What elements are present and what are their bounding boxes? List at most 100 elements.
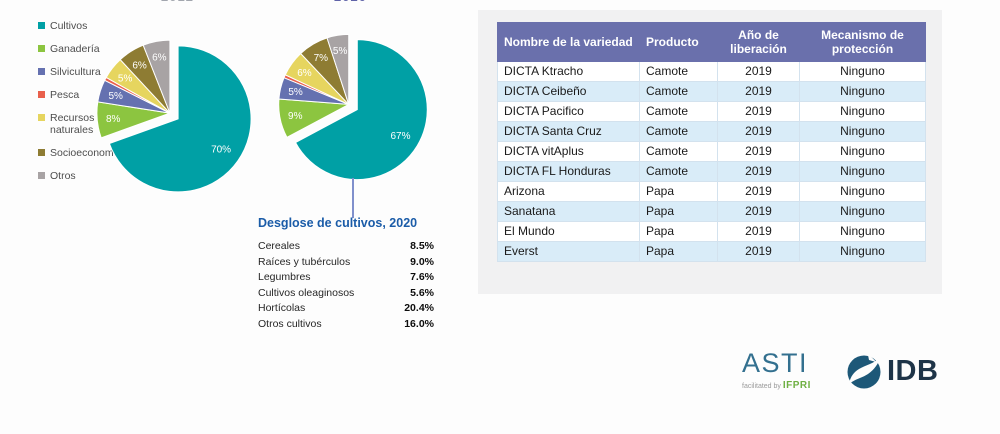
table-header-cell: Nombre de la variedad xyxy=(497,22,640,62)
breakdown-rows: Cereales 8.5% Raíces y tubérculos 9.0% Legum… xyxy=(258,239,434,332)
asti-wordmark: ASTI xyxy=(742,348,809,378)
legend-item: Pesca xyxy=(38,89,124,101)
table-cell: Ninguno xyxy=(799,81,926,102)
crops-breakdown: Desglose de cultivos, 2020 Cereales 8.5% R… xyxy=(258,216,434,332)
table-cell: Camote xyxy=(639,101,718,122)
table-cell: DICTA vitAplus xyxy=(497,141,640,162)
breakdown-row: Hortícolas 20.4% xyxy=(258,301,434,317)
asti-facilitated-label: facilitated by xyxy=(742,383,781,390)
breakdown-label: Cereales xyxy=(258,240,301,252)
breakdown-value: 8.5% xyxy=(410,240,434,252)
legend-item: Ganadería xyxy=(38,43,124,55)
table-row: DICTA vitAplus Camote 2019 Ninguno xyxy=(497,141,926,162)
legend-label: Ganadería xyxy=(50,43,100,55)
callout-line xyxy=(352,178,354,218)
legend-swatch xyxy=(38,149,45,156)
breakdown-row: Otros cultivos 16.0% xyxy=(258,317,434,333)
table-cell: Everst xyxy=(497,241,640,262)
table-cell: Papa xyxy=(639,181,718,202)
table-cell: 2019 xyxy=(717,241,800,262)
table-cell: Papa xyxy=(639,241,718,262)
legend-item: Otros xyxy=(38,170,124,182)
legend-item: Socioeconomía xyxy=(38,147,124,159)
breakdown-row: Raíces y tubérculos 9.0% xyxy=(258,255,434,271)
pie-slice-label: 6% xyxy=(152,53,167,64)
table-row: Arizona Papa 2019 Ninguno xyxy=(497,181,926,202)
table-body: DICTA Ktracho Camote 2019 Ninguno DICTA Ceib… xyxy=(497,61,926,262)
breakdown-label: Otros cultivos xyxy=(258,317,322,330)
idb-wordmark: IDB xyxy=(887,354,939,387)
table-cell: Ninguno xyxy=(799,101,926,122)
table-header-cell: Producto xyxy=(639,22,718,62)
pie-slice-label: 70% xyxy=(211,145,231,156)
table-cell: Ninguno xyxy=(799,161,926,182)
legend-label: Otros xyxy=(50,170,76,182)
breakdown-row: Cultivos oleaginosos 5.6% xyxy=(258,286,434,302)
legend-label: Silvicultura xyxy=(50,66,101,78)
legend-swatch xyxy=(38,45,45,52)
table-cell: Sanatana xyxy=(497,201,640,222)
breakdown-label: Hortícolas xyxy=(258,302,306,314)
table-row: DICTA FL Honduras Camote 2019 Ninguno xyxy=(497,161,926,182)
pie1-year-title: 2012 xyxy=(161,0,194,4)
pie-slice-label: 5% xyxy=(108,91,123,102)
varieties-table-panel: Nombre de la variedad Producto Año de libe… xyxy=(478,10,942,294)
breakdown-value: 7.6% xyxy=(410,271,434,283)
pie-slice-label: 6% xyxy=(297,68,312,79)
table-cell: Papa xyxy=(639,201,718,222)
breakdown-value: 5.6% xyxy=(410,286,434,299)
table-cell: DICTA Santa Cruz xyxy=(497,121,640,142)
table-cell: 2019 xyxy=(717,81,800,102)
table-cell: DICTA Ceibeño xyxy=(497,81,640,102)
breakdown-title: Desglose de cultivos, 2020 xyxy=(258,216,418,230)
table-cell: 2019 xyxy=(717,181,800,202)
pie-slice-label: 9% xyxy=(288,111,303,122)
table-cell: Camote xyxy=(639,161,718,182)
table-header-cell: Año de liberación xyxy=(717,22,800,62)
pie-slice-label: 5% xyxy=(288,87,303,98)
legend-item: Cultivos xyxy=(38,20,124,32)
legend-swatch xyxy=(38,114,45,121)
table-cell: Camote xyxy=(639,121,718,142)
pie-slice-label: 5% xyxy=(118,73,133,84)
table-cell: 2019 xyxy=(717,161,800,182)
table-cell: 2019 xyxy=(717,61,800,82)
breakdown-value: 16.0% xyxy=(404,317,434,330)
table-cell: Camote xyxy=(639,141,718,162)
legend-swatch xyxy=(38,91,45,98)
breakdown-label: Raíces y tubérculos xyxy=(258,255,351,268)
table-row: DICTA Ktracho Camote 2019 Ninguno xyxy=(497,61,926,82)
asti-sub-line: facilitated by IFPRI xyxy=(742,380,811,391)
table-row: DICTA Santa Cruz Camote 2019 Ninguno xyxy=(497,121,926,142)
table-cell: Papa xyxy=(639,221,718,242)
idb-globe-icon xyxy=(847,355,881,389)
breakdown-value: 9.0% xyxy=(410,255,434,268)
breakdown-row: Cereales 8.5% xyxy=(258,239,434,255)
pie-chart-2012: 70% 8% 5% 5% 6% 6% xyxy=(96,39,252,193)
pie-slice-label: 6% xyxy=(132,60,147,71)
pie-slice-cultivos xyxy=(108,45,252,193)
legend-label: Pesca xyxy=(50,89,80,101)
breakdown-value: 20.4% xyxy=(404,302,434,314)
table-cell: El Mundo xyxy=(497,221,640,242)
pie-slice-otros xyxy=(142,39,171,114)
table-cell: Ninguno xyxy=(799,61,926,82)
table-cell: DICTA Ktracho xyxy=(497,61,640,82)
legend-swatch xyxy=(38,172,45,179)
table-cell: Ninguno xyxy=(799,201,926,222)
table-header-cell: Mecanismo de protección xyxy=(799,22,926,62)
legend-item: Silvicultura xyxy=(38,66,124,78)
pie-slice-label: 8% xyxy=(106,114,121,125)
table-cell: Ninguno xyxy=(799,141,926,162)
pie-slice-label: 7% xyxy=(314,53,329,64)
pie-chart-2020: 67% 9% 5% 6%7% 5% xyxy=(278,33,428,181)
table-row: Everst Papa 2019 Ninguno xyxy=(497,241,926,262)
table-cell: Ninguno xyxy=(799,121,926,142)
pie-slice-label: 67% xyxy=(390,131,410,142)
asti-logo: ASTI facilitated by IFPRI xyxy=(742,348,811,392)
table-cell: Ninguno xyxy=(799,221,926,242)
legend-label: Cultivos xyxy=(50,20,88,32)
pie-slice-label: 5% xyxy=(333,46,348,57)
table-cell: Ninguno xyxy=(799,241,926,262)
legend-label: Recursos naturales xyxy=(50,112,95,136)
